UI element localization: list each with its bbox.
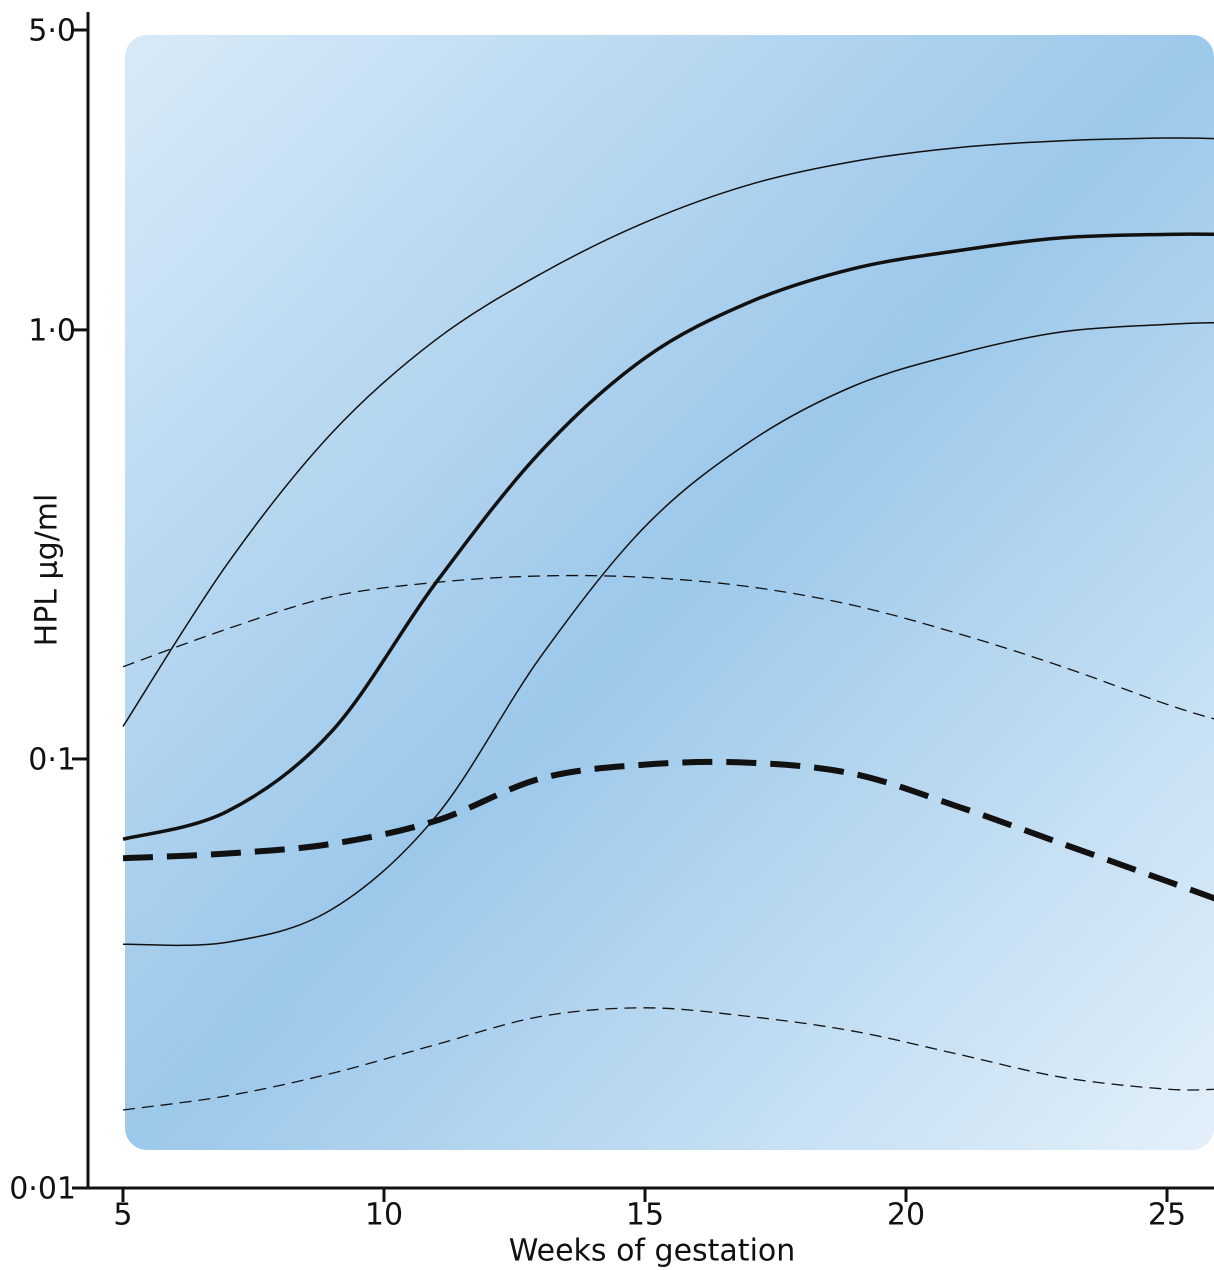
y-tick-label: 5·0 <box>28 14 76 49</box>
x-tick-label: 5 <box>113 1198 132 1233</box>
background-photo <box>125 35 1214 1150</box>
x-tick-label: 20 <box>887 1198 925 1233</box>
x-axis-label: Weeks of gestation <box>509 1234 796 1269</box>
x-tick-label: 10 <box>365 1198 403 1233</box>
curve <box>122 232 1214 841</box>
x-tick-label: 25 <box>1148 1198 1186 1233</box>
y-tick-label: 1·0 <box>28 313 76 348</box>
y-tick-label: 0·01 <box>9 1172 76 1207</box>
curve <box>122 1007 1214 1111</box>
curve <box>122 137 1214 727</box>
x-tick-label: 15 <box>626 1198 664 1233</box>
y-tick-label: 0·1 <box>28 742 76 777</box>
curve <box>122 758 1214 902</box>
curve <box>122 574 1214 720</box>
curve <box>122 321 1214 947</box>
y-axis-label: HPL μg/ml <box>30 494 65 647</box>
